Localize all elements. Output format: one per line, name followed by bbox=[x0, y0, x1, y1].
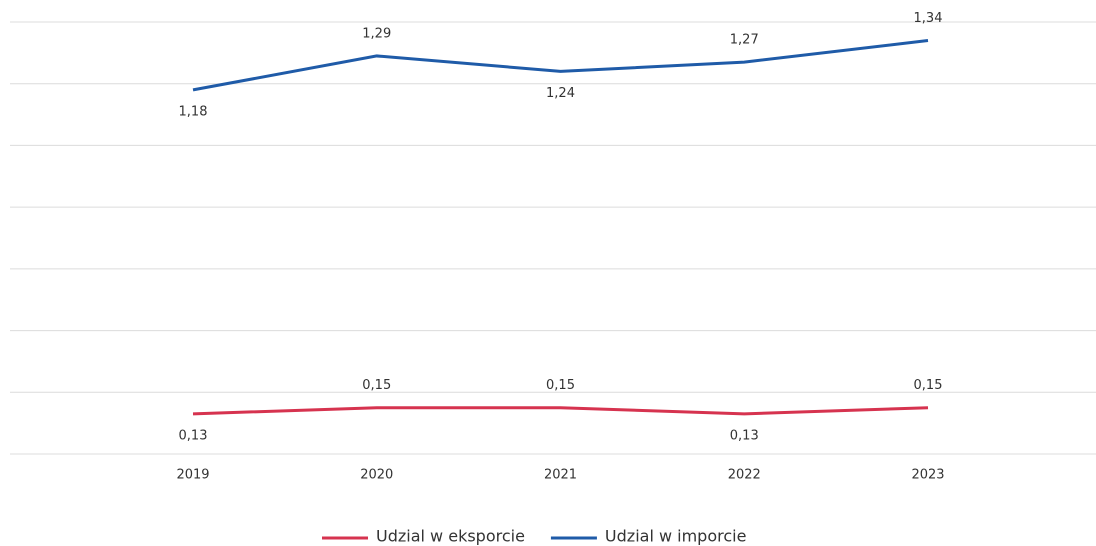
data-label: 1,18 bbox=[179, 104, 208, 119]
data-label: 1,29 bbox=[362, 26, 391, 41]
data-label: 0,15 bbox=[362, 378, 391, 393]
data-label: 1,27 bbox=[730, 33, 759, 48]
data-label: 1,24 bbox=[546, 86, 575, 101]
data-label: 0,13 bbox=[179, 428, 208, 443]
series-line bbox=[192, 39, 929, 92]
x-tick-label: 2021 bbox=[544, 468, 577, 483]
x-tick-label: 2023 bbox=[911, 468, 944, 483]
legend-label: Udzial w eksporcie bbox=[376, 527, 525, 546]
x-tick-label: 2022 bbox=[728, 468, 761, 483]
data-label: 0,15 bbox=[914, 378, 943, 393]
data-label: 0,15 bbox=[546, 378, 575, 393]
x-tick-label: 2020 bbox=[360, 468, 393, 483]
series-line bbox=[192, 406, 929, 416]
legend-label: Udzial w imporcie bbox=[605, 527, 747, 546]
data-label: 1,34 bbox=[914, 11, 943, 26]
data-label: 0,13 bbox=[730, 428, 759, 443]
x-tick-label: 2019 bbox=[176, 468, 209, 483]
